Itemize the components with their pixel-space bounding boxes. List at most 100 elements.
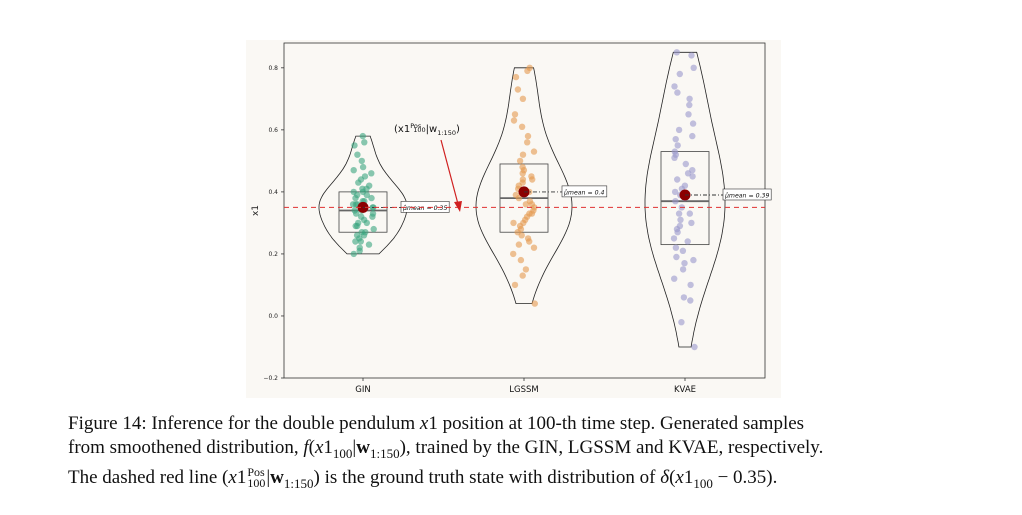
sample-point (687, 297, 694, 304)
sample-point (514, 86, 522, 93)
ground-truth-label: (x1Pos100|w1:150) (394, 122, 460, 137)
sample-point (529, 176, 536, 183)
sample-point (355, 179, 362, 186)
y-axis-label: x1 (251, 205, 261, 216)
sample-point (522, 201, 530, 208)
sample-point (519, 170, 526, 177)
sample-point (368, 170, 375, 177)
x-tick-label: GIN (355, 385, 370, 395)
sample-point (674, 176, 681, 183)
sample-point (671, 83, 678, 90)
caption-math: f (303, 437, 309, 458)
sample-point (350, 250, 357, 258)
sample-point (684, 238, 691, 245)
sample-point (673, 253, 680, 261)
violin-outline (475, 67, 573, 304)
sample-point (682, 160, 689, 168)
sample-point (368, 194, 375, 202)
sample-point (522, 266, 530, 273)
sample-point (690, 256, 697, 264)
violin-group-kvae: μ̂mean = 0.39 (644, 49, 772, 351)
mean-label-lgssm: μ̂mean = 0.4 (561, 185, 608, 198)
y-tick-label: −0.2 (263, 375, 278, 382)
ground-truth-label-part: 100 (413, 126, 425, 134)
sample-point (672, 136, 679, 143)
sample-point (526, 238, 533, 245)
caption-line-1: Figure 14: Inference for the double pend… (68, 412, 968, 436)
caption-text: ( (308, 437, 315, 458)
sample-point (685, 111, 692, 118)
y-tick-label: 0.0 (268, 313, 278, 320)
sample-point (510, 250, 517, 258)
sample-point (511, 281, 519, 289)
caption-math: w (356, 437, 370, 458)
mean-label-text: μ̂mean = 0.35 (402, 204, 447, 212)
violin-group-gin: μ̂mean = 0.35 (318, 132, 450, 258)
caption-line-2: from smoothened distribution, f(x1100|w1… (68, 436, 968, 466)
ground-truth-label-part: |w (426, 124, 438, 135)
sample-point (689, 132, 696, 140)
sample-point (689, 120, 697, 127)
sample-point (530, 148, 538, 155)
sample-point (678, 319, 685, 326)
ground-truth-arrow (440, 139, 459, 205)
sample-point (684, 170, 692, 177)
sample-point (673, 49, 680, 56)
sample-point (356, 247, 363, 254)
sample-point (369, 213, 376, 220)
caption-text: from smoothened distribution, (68, 437, 304, 458)
caption-subscript: 1:150 (283, 475, 314, 491)
caption-subscript: 100 (693, 475, 713, 491)
caption-subscript: 1:150 (369, 445, 400, 461)
sample-point (353, 210, 360, 217)
figure-caption: Figure 14: Inference for the double pend… (68, 412, 968, 496)
sample-point (671, 275, 678, 282)
sample-point (677, 216, 684, 223)
caption-line-3: The dashed red line (x1 Pos 100 |w1:150) is… (68, 466, 968, 496)
sample-point (512, 73, 520, 81)
sample-point (519, 95, 527, 102)
sample-point (524, 139, 531, 146)
sample-point (688, 219, 695, 227)
sample-point (671, 188, 679, 196)
caption-math: x (314, 437, 324, 458)
sample-point (680, 294, 688, 301)
sample-point (674, 229, 681, 236)
caption-text: 1 position at 100-th time step. Generate… (428, 413, 805, 434)
y-tick-label: 0.2 (268, 251, 278, 258)
sample-point (363, 191, 370, 199)
sample-point (524, 132, 532, 140)
sample-point (681, 260, 688, 267)
mean-label-box (722, 188, 772, 201)
y-tick-label: 0.4 (268, 189, 278, 196)
sample-point (365, 241, 373, 248)
sample-point (359, 185, 366, 192)
sample-point (515, 241, 523, 248)
y-tick-label: 0.6 (268, 127, 278, 134)
caption-text: 1 (323, 437, 333, 458)
violin-outline (644, 51, 726, 348)
sample-point (362, 229, 369, 236)
sample-point (679, 247, 687, 254)
caption-math: x (419, 413, 429, 434)
y-tick-label: 0.8 (268, 65, 278, 72)
sample-point (690, 64, 697, 71)
mean-label-text: μ̂mean = 0.4 (563, 188, 605, 196)
sample-point (674, 89, 681, 96)
sample-point (352, 194, 359, 202)
sample-point (519, 151, 527, 158)
sample-point (518, 232, 525, 239)
caption-text: The dashed red line ( (68, 466, 229, 488)
x-tick-label: LGSSM (509, 385, 538, 395)
sample-point (518, 123, 526, 130)
sample-point (671, 154, 678, 161)
sample-point (520, 219, 527, 227)
sample-point (672, 244, 680, 251)
ground-truth-annotation: (x1Pos100|w1:150) (394, 122, 462, 212)
mean-label-kvae: μ̂mean = 0.39 (722, 188, 772, 201)
sample-point (354, 151, 361, 158)
violin-chart: −0.2 0.0 0.2 0.4 0.6 0.8 x1 μ̂mean = 0.35 GIN μ̂m… (251, 42, 772, 395)
sample-point (361, 139, 368, 146)
mean-label-text: μ̂mean = 0.39 (724, 191, 769, 199)
sample-point (354, 222, 361, 230)
